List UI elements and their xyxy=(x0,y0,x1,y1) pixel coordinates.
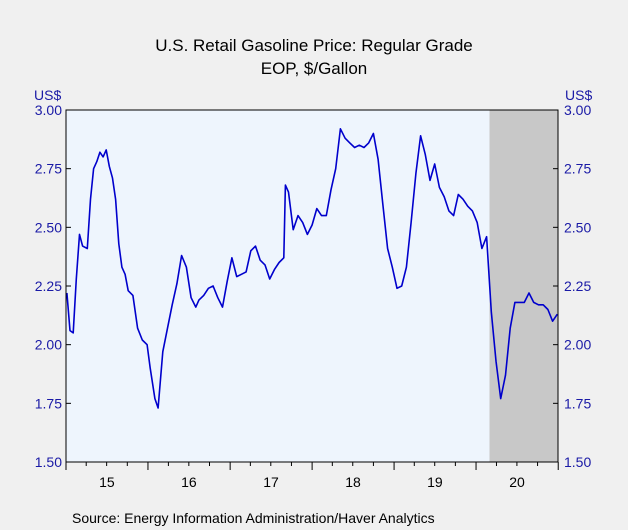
y-tick-label-right: 3.00 xyxy=(564,102,591,118)
tick-labels: 3.00 3.00 2.75 2.75 2.50 2.50 2.25 2.25 2.00 2.00… xyxy=(35,102,592,490)
y-tick-label-left: 1.50 xyxy=(35,454,62,470)
series-layer xyxy=(66,128,558,409)
y-tick-label-left: 2.75 xyxy=(35,161,62,177)
y-tick-label-left: 3.00 xyxy=(35,102,62,118)
y-axis-label-left: US$ xyxy=(34,87,61,103)
x-tick-label: 17 xyxy=(263,474,279,490)
x-tick-label: 19 xyxy=(427,474,443,490)
plot-area xyxy=(66,110,558,462)
y-tick-label-left: 1.75 xyxy=(35,395,62,411)
y-tick-label-right: 1.75 xyxy=(564,395,591,411)
x-tick-label: 18 xyxy=(345,474,361,490)
y-tick-label-right: 2.00 xyxy=(564,337,591,353)
plot-frame xyxy=(65,109,559,463)
chart-title: U.S. Retail Gasoline Price: Regular Grad… xyxy=(155,36,472,55)
chart-subtitle: EOP, $/Gallon xyxy=(261,59,367,78)
x-tick-label: 15 xyxy=(99,474,115,490)
y-tick-label-right: 2.25 xyxy=(564,278,591,294)
y-tick-label-right: 1.50 xyxy=(564,454,591,470)
y-axis-label-right: US$ xyxy=(565,87,592,103)
x-tick-label: 20 xyxy=(509,474,525,490)
source-note: Source: Energy Information Administratio… xyxy=(72,510,435,526)
y-tick-label-right: 2.75 xyxy=(564,161,591,177)
y-tick-label-left: 2.50 xyxy=(35,219,62,235)
series-line xyxy=(66,128,558,409)
x-tick-label: 16 xyxy=(181,474,197,490)
recession-band xyxy=(489,110,558,462)
y-tick-label-left: 2.25 xyxy=(35,278,62,294)
y-tick-label-right: 2.50 xyxy=(564,219,591,235)
y-tick-label-left: 2.00 xyxy=(35,337,62,353)
